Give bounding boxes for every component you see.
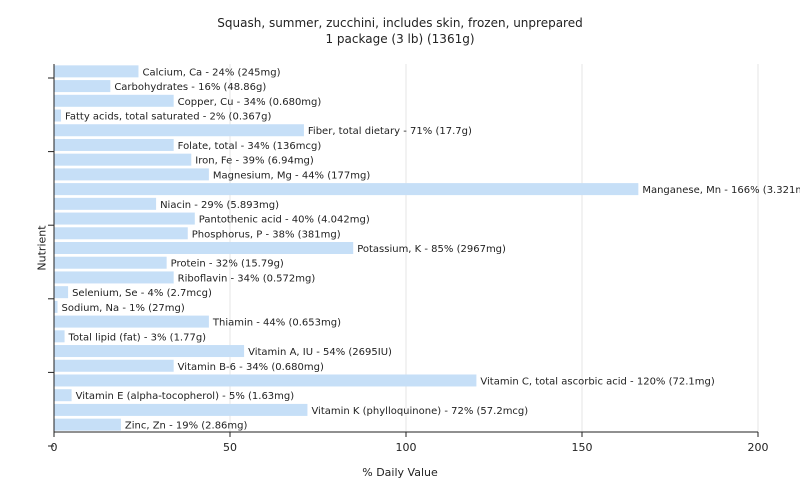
bar	[54, 212, 195, 225]
bar-data-label: Vitamin B-6 - 34% (0.680mg)	[178, 362, 324, 373]
bar	[54, 80, 111, 93]
bar	[54, 65, 139, 78]
bar-data-label: Fatty acids, total saturated - 2% (0.367…	[65, 112, 271, 123]
bar-data-label: Vitamin K (phylloquinone) - 72% (57.2mcg…	[311, 406, 528, 417]
bar	[54, 315, 209, 328]
bar	[54, 168, 209, 181]
bar-data-label: Niacin - 29% (5.893mg)	[160, 200, 279, 211]
bar	[54, 300, 58, 313]
bar	[54, 256, 167, 269]
bar	[54, 153, 192, 166]
bar	[54, 330, 65, 343]
bar	[54, 403, 308, 416]
bar-data-label: Calcium, Ca - 24% (245mg)	[142, 67, 280, 78]
bar-data-label: Copper, Cu - 34% (0.680mg)	[178, 97, 322, 108]
x-tick-label: 100	[396, 441, 417, 454]
chart-title: Squash, summer, zucchini, includes skin,…	[217, 16, 583, 30]
bar-data-label: Folate, total - 34% (136mcg)	[178, 141, 322, 152]
x-tick-label: 200	[748, 441, 769, 454]
bar-data-label: Carbohydrates - 16% (48.86g)	[114, 82, 266, 93]
bar-data-label: Vitamin E (alpha-tocopherol) - 5% (1.63m…	[76, 391, 295, 402]
bar	[54, 138, 174, 151]
x-axis-label: % Daily Value	[362, 466, 438, 479]
bar-data-label: Fiber, total dietary - 71% (17.7g)	[308, 126, 472, 137]
bar	[54, 418, 121, 431]
x-tick-label: 0	[51, 441, 58, 454]
bar-data-label: Iron, Fe - 39% (6.94mg)	[195, 156, 314, 167]
bar	[54, 389, 72, 402]
bar-data-label: Magnesium, Mg - 44% (177mg)	[213, 170, 370, 181]
bar	[54, 94, 174, 107]
bar-data-label: Vitamin A, IU - 54% (2695IU)	[248, 347, 392, 358]
chart-subtitle: 1 package (3 lb) (1361g)	[325, 32, 475, 46]
bar	[54, 345, 245, 358]
bar	[54, 374, 477, 387]
bar-data-label: Selenium, Se - 4% (2.7mcg)	[72, 288, 212, 299]
bar	[54, 271, 174, 284]
bar	[54, 183, 639, 196]
x-tick-label: 150	[572, 441, 593, 454]
bar-data-label: Potassium, K - 85% (2967mg)	[357, 244, 506, 255]
y-axis-label: Nutrient	[35, 225, 49, 271]
bar-data-label: Thiamin - 44% (0.653mg)	[212, 318, 341, 329]
bar-data-label: Protein - 32% (15.79g)	[171, 259, 284, 270]
bar-data-label: Zinc, Zn - 19% (2.86mg)	[125, 421, 248, 432]
bar-data-label: Riboflavin - 34% (0.572mg)	[178, 273, 316, 284]
bar	[54, 242, 354, 254]
bar	[54, 286, 69, 299]
bar-data-label: Manganese, Mn - 166% (3.321mg)	[642, 185, 800, 196]
bar-data-label: Total lipid (fat) - 3% (1.77g)	[68, 332, 207, 343]
bar	[54, 124, 304, 137]
bar-data-label: Phosphorus, P - 38% (381mg)	[192, 229, 341, 240]
bar	[54, 197, 157, 210]
bar	[54, 359, 174, 372]
x-tick-label: 50	[223, 441, 237, 454]
bar	[54, 227, 188, 240]
bar-data-label: Vitamin C, total ascorbic acid - 120% (7…	[480, 376, 714, 387]
bar-data-label: Pantothenic acid - 40% (4.042mg)	[199, 215, 370, 226]
bar-data-label: Sodium, Na - 1% (27mg)	[62, 303, 185, 314]
bar	[54, 109, 62, 122]
